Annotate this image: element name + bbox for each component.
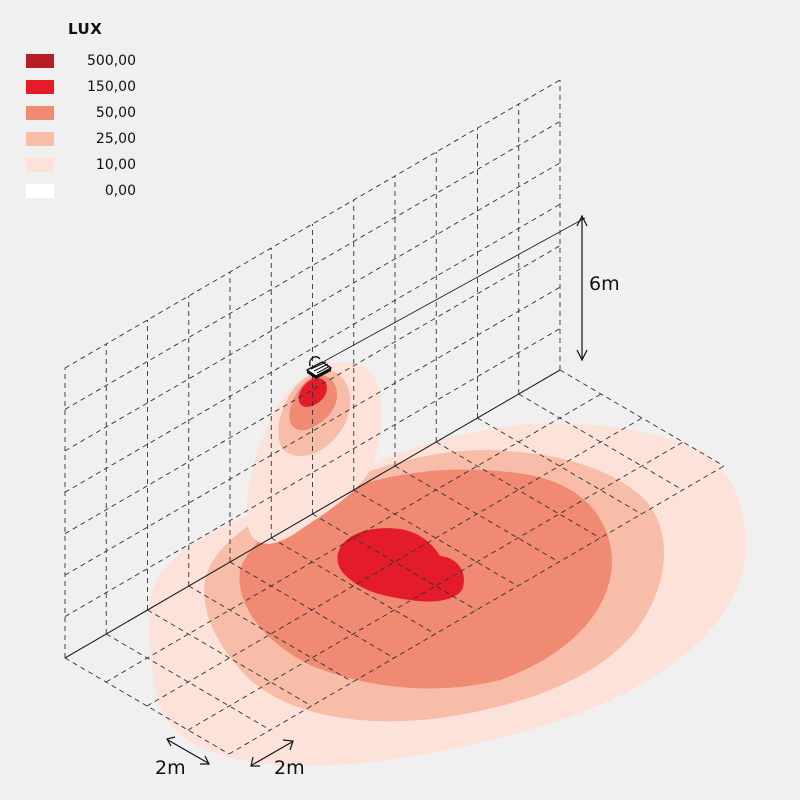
legend-value: 25,00: [95, 131, 136, 147]
legend-swatch: [26, 158, 54, 172]
wall-grid-horizontal: [64, 79, 561, 369]
wall-grid-horizontal: [64, 203, 561, 493]
luminaire-icon: [305, 356, 333, 379]
floor-grid-depth: [312, 513, 477, 611]
width-label: 2m: [274, 757, 305, 779]
width-dimension: 2m: [250, 739, 305, 779]
legend-item: 150,00: [26, 74, 136, 100]
floor-grid-depth: [394, 465, 560, 563]
floor-grid-depth: [477, 417, 642, 515]
legend-swatch: [26, 184, 54, 198]
height-label: 6m: [589, 273, 620, 295]
floor-grid-depth: [518, 393, 683, 491]
legend-item: 10,00: [26, 152, 136, 178]
floor-contour-150: [337, 528, 464, 602]
floor-grid-depth: [559, 369, 725, 467]
floor-grid: [64, 369, 725, 755]
wall-grid-horizontal: [64, 286, 561, 576]
wall-grid-horizontal: [64, 245, 561, 535]
legend-value: 0,00: [104, 183, 136, 199]
wall-contours: [246, 362, 382, 544]
legend-item: 25,00: [26, 126, 136, 152]
legend-value: 150,00: [87, 79, 136, 95]
floor-grid-width: [228, 465, 725, 755]
floor-grid-depth: [147, 609, 312, 707]
floor-grid-depth: [188, 585, 353, 683]
legend-value: 10,00: [95, 157, 136, 173]
legend-item: 0,00: [26, 178, 136, 204]
floor-grid-width: [146, 417, 643, 707]
floor-grid-depth: [271, 537, 436, 635]
wall-floor-edge: [64, 369, 561, 659]
wall-grid-horizontal: [64, 162, 561, 452]
depth-dimension: 2m: [155, 736, 210, 779]
floor-grid-depth: [436, 441, 601, 539]
legend-value: 50,00: [95, 105, 136, 121]
legend-swatch: [26, 54, 54, 68]
mounting-height-line: [311, 217, 586, 369]
height-dimension: 6m: [576, 214, 620, 362]
wall-grid-horizontal: [64, 121, 561, 410]
legend-swatch: [26, 106, 54, 120]
legend-swatch: [26, 132, 54, 146]
legend-rows: 500,00 150,00 50,00 25,00 10,00 0,00: [26, 48, 136, 204]
floor-grid-depth: [353, 489, 518, 587]
floor-grid-width: [105, 393, 602, 683]
floor-contours: [149, 423, 746, 766]
legend-title: LUX: [68, 20, 103, 38]
floor-grid-depth: [106, 633, 271, 731]
legend-value: 500,00: [87, 53, 136, 69]
floor-grid-depth: [64, 657, 230, 755]
legend-item: 50,00: [26, 100, 136, 126]
floor-grid-depth: [229, 561, 395, 659]
depth-label: 2m: [155, 757, 186, 779]
floor-grid-width: [187, 441, 684, 731]
legend-swatch: [26, 80, 54, 94]
lux-legend: LUX 500,00 150,00 50,00 25,00 10,00 0,00: [26, 20, 136, 204]
legend-item: 500,00: [26, 48, 136, 74]
wall-grid-horizontal: [64, 328, 561, 617]
